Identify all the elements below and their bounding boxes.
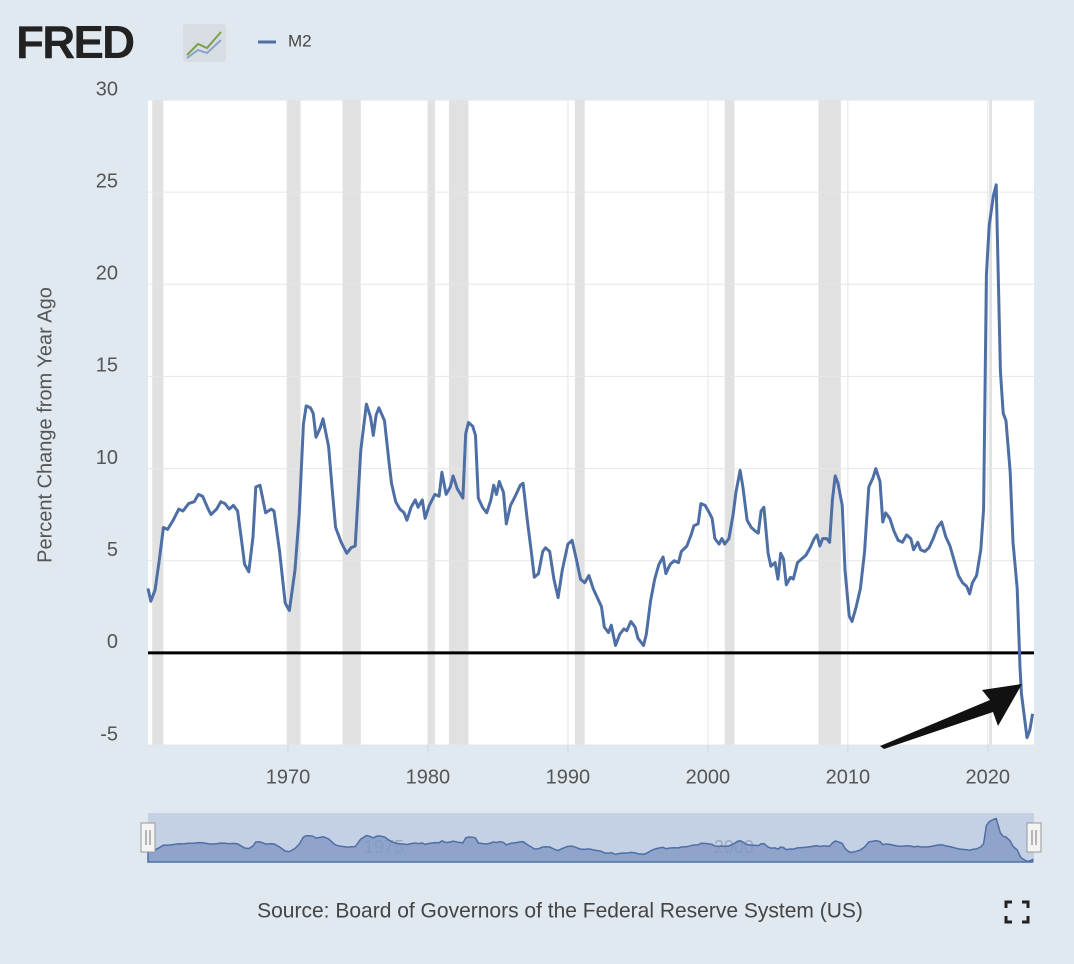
y-tick-label: 5 [107,539,118,561]
y-tick-label: 20 [96,263,118,285]
recession-band [448,100,469,745]
recession-band [286,100,301,745]
x-tick-label: 2020 [966,766,1011,788]
source: Source: Board of Governors of the Federa… [257,900,863,923]
fullscreen-icon[interactable] [1004,900,1030,924]
arrow-annotation [880,684,1022,749]
series-line [146,183,1035,740]
x-tick-label: 1970 [266,766,311,788]
y-tick-label: 25 [96,170,118,192]
x-tick-label: 2010 [826,766,871,788]
y-axis-label: Percent Change from Year Ago [34,287,56,563]
y-tick-label: 30 [96,78,118,100]
recession-band [818,100,841,745]
recession-band [724,100,735,745]
navigator-area [147,817,1034,863]
recession-band [152,100,164,745]
x-tick-label: 1990 [546,766,591,788]
logo-icon [183,24,226,62]
y-tick-label: -5 [100,723,118,745]
y-tick-label: 15 [96,355,118,377]
recession-band [989,100,993,745]
y-tick-label: 0 [107,631,118,653]
logo: FRED [16,16,134,68]
navigator-handle[interactable] [1026,822,1042,853]
y-tick-label: 10 [96,447,118,469]
recession-band [342,100,361,745]
plot-area [148,100,1034,745]
x-tick-label: 1980 [406,766,451,788]
legend-label: M2 [288,31,312,50]
recession-band [427,100,435,745]
x-tick-label: 2000 [686,766,731,788]
recession-band [574,100,585,745]
navigator-handle[interactable] [140,822,156,853]
